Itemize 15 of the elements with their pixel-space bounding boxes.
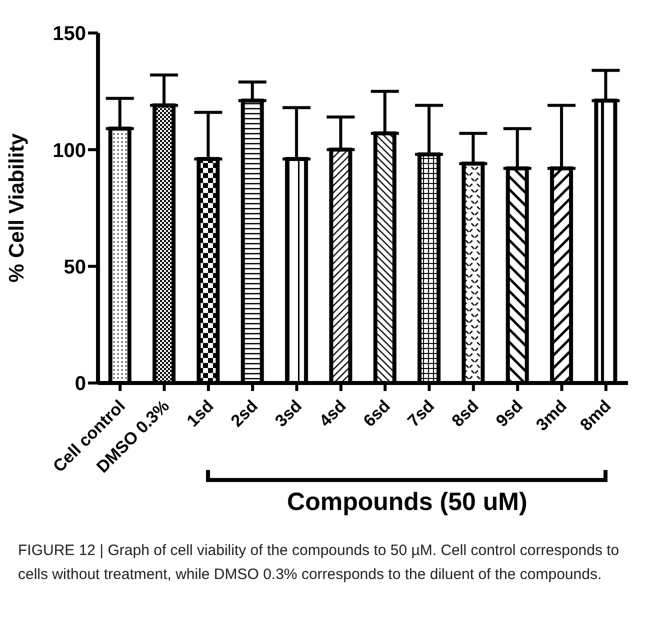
y-tick-label: 0 [74,373,86,396]
y-tick-label: 100 [52,140,86,162]
x-tick-label: 9sd [492,396,526,431]
x-tick-label: 2sd [227,396,262,431]
x-tick-label: 3sd [271,396,306,431]
x-tick-label: 8sd [448,396,482,431]
caption: FIGURE 12 | Graph of cell viability of the compounds to 50 µM. Cell control corresponds to cells without treatment, while DMSO 0.3% corresponds to the diluent of the compounds. [18,541,620,585]
y-axis-title: % Cell Viability [5,133,28,282]
y-tick-label: 150 [52,23,86,46]
x-tick-label: 6sd [360,396,394,431]
x-tick-label: 1sd [183,396,218,431]
x-tick-label: 7sd [404,396,438,431]
y-tick-label: 50 [64,256,86,278]
x-tick-label: 4sd [316,396,350,431]
x-axis-title: Compounds (50 uM) [286,488,528,517]
